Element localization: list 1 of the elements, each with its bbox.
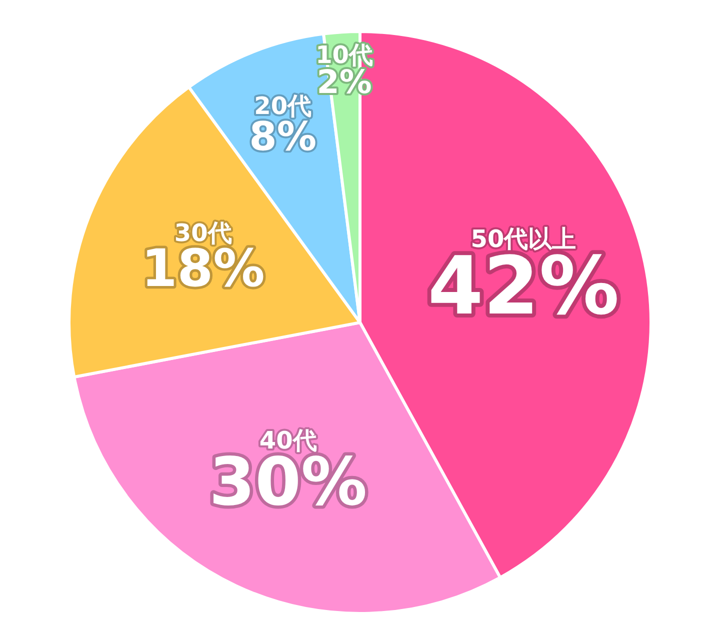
slice-label: 50代以上 bbox=[470, 224, 576, 253]
